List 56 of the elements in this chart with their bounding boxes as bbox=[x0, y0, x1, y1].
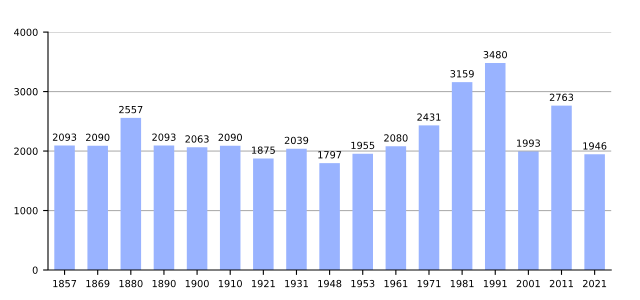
bar bbox=[518, 151, 539, 270]
x-tick-label: 1857 bbox=[53, 280, 76, 288]
bar bbox=[551, 106, 572, 270]
data-label: 2093 bbox=[152, 134, 176, 141]
bar bbox=[352, 154, 373, 270]
data-label: 1875 bbox=[252, 146, 275, 154]
bar bbox=[253, 158, 274, 270]
data-label: 2093 bbox=[52, 134, 76, 141]
x-tick-label: 1981 bbox=[450, 280, 474, 288]
x-tick-label: 2001 bbox=[516, 280, 540, 288]
bar bbox=[220, 146, 240, 270]
data-label: 2090 bbox=[218, 134, 242, 142]
bar bbox=[584, 154, 605, 270]
data-label: 1955 bbox=[351, 142, 374, 150]
x-tick-label: 1880 bbox=[120, 280, 143, 288]
x-tick-label: 1931 bbox=[285, 280, 308, 288]
bar bbox=[386, 146, 406, 270]
x-tick-label: 1971 bbox=[418, 280, 440, 288]
bar bbox=[319, 163, 340, 270]
data-label: 2431 bbox=[417, 113, 440, 121]
data-label: 2063 bbox=[185, 135, 209, 143]
bar bbox=[154, 146, 174, 270]
data-label: 2090 bbox=[86, 134, 110, 142]
bar bbox=[452, 82, 472, 270]
data-label: 2557 bbox=[119, 106, 142, 114]
bar bbox=[484, 63, 506, 270]
data-label: 3159 bbox=[450, 70, 474, 78]
x-tick-label: 1921 bbox=[252, 280, 275, 288]
bar bbox=[54, 146, 75, 270]
data-label: 2039 bbox=[284, 136, 308, 144]
x-tick-label: 1991 bbox=[484, 280, 507, 288]
data-label: 3480 bbox=[484, 51, 507, 58]
x-tick-label: 1900 bbox=[186, 280, 209, 288]
y-tick-label: 0 bbox=[32, 266, 38, 274]
x-tick-label: 1890 bbox=[152, 280, 176, 288]
data-label: 2763 bbox=[550, 94, 574, 102]
bar bbox=[418, 125, 440, 270]
data-label: 1993 bbox=[517, 139, 540, 147]
data-label: 1797 bbox=[318, 151, 342, 158]
y-tick-label: 1000 bbox=[14, 207, 38, 214]
bar bbox=[286, 148, 307, 270]
bar bbox=[87, 146, 108, 270]
data-label: 1946 bbox=[583, 142, 606, 150]
data-label: 2080 bbox=[384, 134, 408, 142]
x-tick-label: 1948 bbox=[318, 280, 342, 288]
y-tick-label: 3000 bbox=[14, 88, 38, 96]
x-tick-label: 2021 bbox=[582, 280, 606, 288]
x-tick-label: 1910 bbox=[218, 280, 242, 288]
x-tick-label: 1953 bbox=[351, 280, 374, 288]
bar bbox=[120, 118, 142, 270]
x-tick-label: 1961 bbox=[384, 280, 408, 288]
y-tick-label: 4000 bbox=[14, 28, 38, 36]
bar bbox=[186, 147, 208, 270]
x-tick-label: 2011 bbox=[550, 280, 573, 288]
y-tick-label: 2000 bbox=[14, 148, 38, 155]
x-tick-label: 1869 bbox=[86, 280, 110, 288]
